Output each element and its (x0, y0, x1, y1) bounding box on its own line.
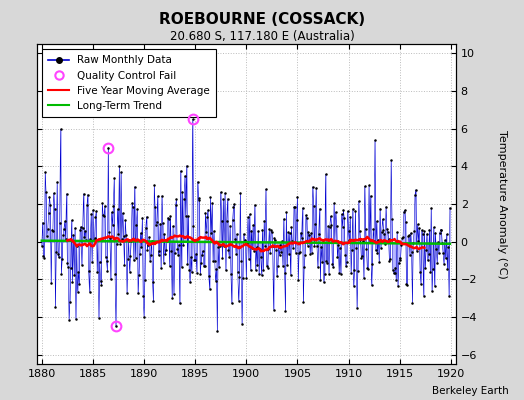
Legend: Raw Monthly Data, Quality Control Fail, Five Year Moving Average, Long-Term Tren: Raw Monthly Data, Quality Control Fail, … (42, 49, 216, 117)
Text: 20.680 S, 117.180 E (Australia): 20.680 S, 117.180 E (Australia) (170, 30, 354, 43)
Text: Berkeley Earth: Berkeley Earth (432, 386, 508, 396)
Text: ROEBOURNE (COSSACK): ROEBOURNE (COSSACK) (159, 12, 365, 27)
Y-axis label: Temperature Anomaly (°C): Temperature Anomaly (°C) (497, 130, 507, 278)
